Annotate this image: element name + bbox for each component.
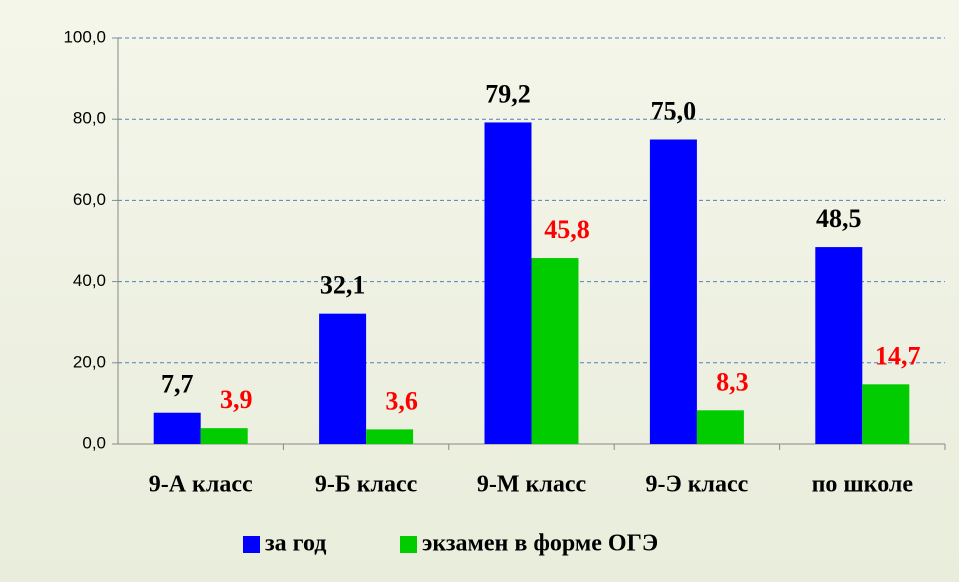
bar bbox=[531, 258, 579, 444]
value-label: 8,3 bbox=[716, 367, 749, 396]
x-tick-label: по школе bbox=[812, 472, 914, 498]
value-label: 45,8 bbox=[544, 215, 590, 244]
x-tick-label: 9-А класс bbox=[149, 472, 253, 498]
y-tick-label: 80,0 bbox=[73, 109, 106, 128]
y-tick-label: 20,0 bbox=[73, 352, 106, 371]
value-label: 75,0 bbox=[651, 96, 697, 125]
bar bbox=[484, 122, 532, 444]
y-tick-label: 60,0 bbox=[73, 190, 106, 209]
legend-label: экзамен в форме ОГЭ bbox=[422, 531, 658, 557]
y-tick-label: 40,0 bbox=[73, 271, 106, 290]
y-tick-label: 100,0 bbox=[63, 27, 106, 46]
legend-swatch bbox=[243, 536, 260, 553]
x-tick-label: 9-Э класс bbox=[645, 472, 748, 498]
value-label: 3,9 bbox=[220, 385, 253, 414]
y-tick-label: 0,0 bbox=[82, 433, 106, 452]
bar bbox=[649, 139, 697, 444]
bar bbox=[153, 412, 201, 444]
value-label: 79,2 bbox=[485, 79, 531, 108]
legend-label: за год bbox=[265, 531, 326, 557]
value-label: 14,7 bbox=[875, 341, 921, 370]
legend-swatch bbox=[400, 536, 417, 553]
value-label: 3,6 bbox=[385, 386, 418, 415]
value-label: 32,1 bbox=[320, 271, 366, 300]
bar bbox=[696, 410, 744, 444]
value-label: 7,7 bbox=[161, 370, 194, 399]
bar bbox=[815, 247, 863, 444]
value-label: 48,5 bbox=[816, 204, 862, 233]
bar bbox=[200, 428, 248, 444]
x-tick-label: 9-М класс bbox=[477, 472, 587, 498]
bar bbox=[366, 429, 414, 444]
x-tick-label: 9-Б класс bbox=[315, 472, 418, 498]
bar bbox=[862, 384, 910, 444]
bar bbox=[319, 313, 367, 444]
